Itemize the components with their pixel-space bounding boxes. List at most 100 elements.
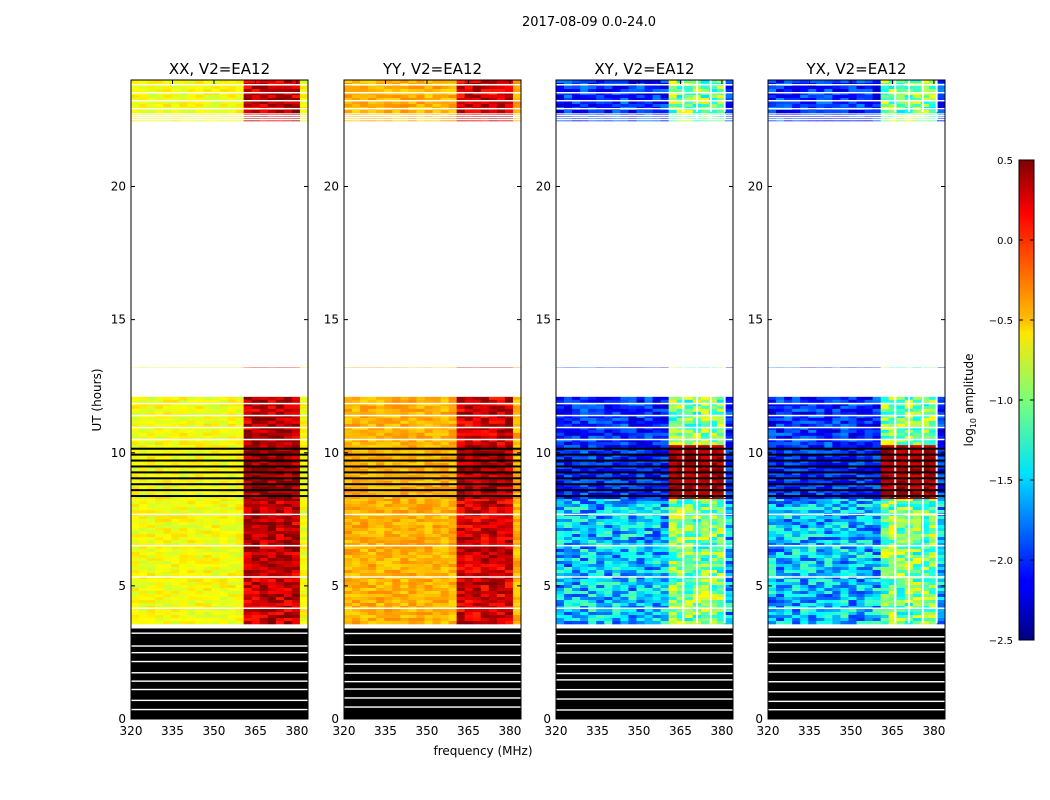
cell xyxy=(203,543,213,547)
cell xyxy=(564,558,573,562)
cell xyxy=(211,399,221,404)
cell xyxy=(464,408,474,413)
cell xyxy=(131,570,140,574)
cell xyxy=(259,426,269,431)
cell xyxy=(464,405,474,410)
cell xyxy=(556,531,565,535)
cell xyxy=(219,441,229,446)
cell xyxy=(291,510,301,514)
cell xyxy=(496,450,506,455)
cell xyxy=(203,423,213,428)
cell xyxy=(464,612,474,616)
cell xyxy=(708,600,718,604)
cell xyxy=(580,543,589,547)
cell xyxy=(219,591,229,595)
cell xyxy=(416,101,426,105)
cell xyxy=(187,438,196,443)
cell xyxy=(291,504,301,508)
cell xyxy=(604,585,613,589)
cell xyxy=(243,492,253,497)
cell xyxy=(211,402,221,407)
cell xyxy=(572,507,581,511)
cell xyxy=(179,525,188,529)
cell xyxy=(596,546,605,550)
cell xyxy=(179,474,188,479)
cell xyxy=(171,573,180,577)
cell xyxy=(456,429,466,434)
cell xyxy=(684,603,694,607)
cell xyxy=(724,537,733,541)
cell xyxy=(384,594,393,598)
cell xyxy=(668,588,678,592)
cell xyxy=(211,471,221,476)
cell xyxy=(203,501,213,505)
cell xyxy=(668,504,678,508)
cell xyxy=(488,531,498,535)
cell xyxy=(628,585,638,589)
flag-line xyxy=(131,91,308,94)
cell xyxy=(504,468,514,473)
cell xyxy=(604,591,613,595)
cell xyxy=(179,501,188,505)
cell xyxy=(195,432,205,437)
cell xyxy=(644,504,654,508)
cell xyxy=(291,528,301,532)
cell xyxy=(384,444,393,449)
cell xyxy=(488,456,498,461)
cell xyxy=(139,498,148,502)
cell xyxy=(644,555,654,559)
cell xyxy=(179,579,188,583)
cell xyxy=(155,612,164,616)
cell xyxy=(384,468,393,473)
cell xyxy=(195,480,205,485)
cell xyxy=(708,516,718,520)
cell xyxy=(187,567,196,571)
cell xyxy=(716,570,726,574)
cell xyxy=(267,414,277,419)
cell xyxy=(275,621,285,625)
flag-line xyxy=(131,112,308,115)
cell xyxy=(352,603,361,607)
cell xyxy=(179,510,188,514)
cell xyxy=(472,477,482,482)
cell xyxy=(504,450,514,455)
cell xyxy=(472,468,482,473)
cell xyxy=(203,489,213,494)
cell xyxy=(344,438,353,443)
cell xyxy=(620,594,630,598)
cell xyxy=(259,552,269,556)
cell xyxy=(360,585,369,589)
cell xyxy=(352,510,361,514)
cell xyxy=(488,110,498,114)
cell xyxy=(360,603,369,607)
cell xyxy=(512,549,521,553)
cell xyxy=(676,537,686,541)
cell xyxy=(131,110,140,114)
cell xyxy=(488,432,498,437)
cell xyxy=(628,582,638,586)
cell xyxy=(456,621,466,625)
cell xyxy=(416,396,426,401)
cell xyxy=(472,612,482,616)
cell xyxy=(464,537,474,541)
cell xyxy=(724,591,733,595)
cell xyxy=(259,528,269,532)
cell xyxy=(235,101,245,105)
cell xyxy=(243,588,253,592)
cell xyxy=(432,101,442,105)
cell xyxy=(636,600,646,604)
cell xyxy=(147,98,156,102)
cell xyxy=(243,95,253,99)
cell xyxy=(384,483,393,488)
cell xyxy=(644,588,654,592)
cell xyxy=(684,516,694,520)
cell xyxy=(299,104,308,108)
cell xyxy=(384,420,393,425)
cell xyxy=(636,549,646,553)
cell xyxy=(211,101,221,105)
cell xyxy=(203,480,213,485)
cell xyxy=(456,408,466,413)
cell xyxy=(440,597,450,601)
cell xyxy=(676,591,686,595)
cell xyxy=(195,537,205,541)
